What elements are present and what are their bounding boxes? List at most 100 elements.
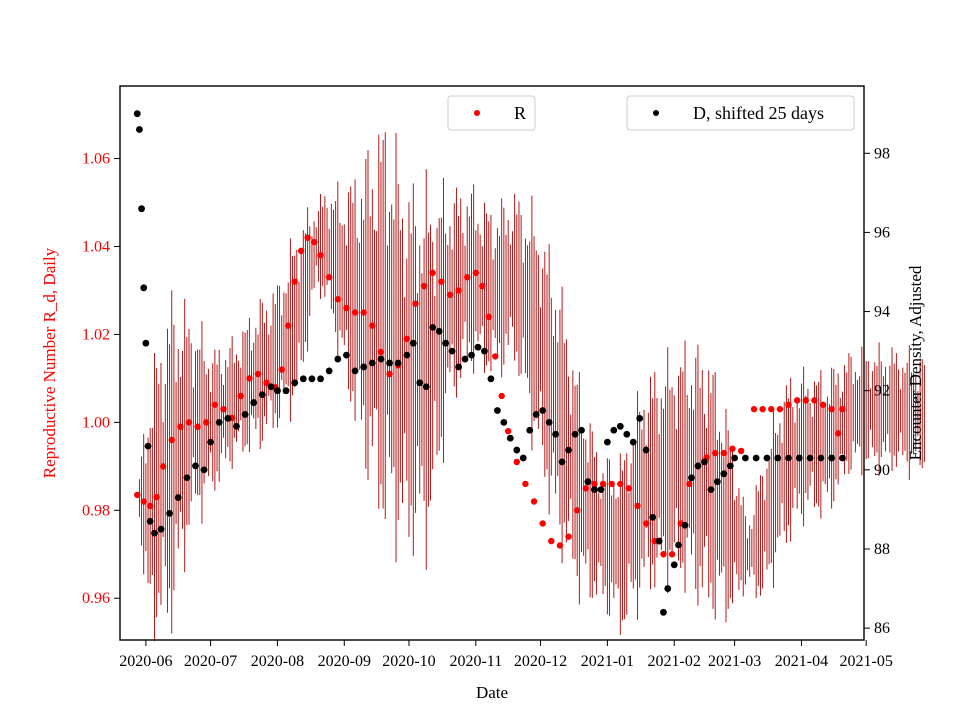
r-point bbox=[485, 313, 492, 321]
r-point bbox=[285, 322, 292, 329]
r-point bbox=[237, 392, 244, 400]
r-point bbox=[325, 274, 333, 281]
d-point bbox=[741, 454, 749, 462]
r-point bbox=[455, 287, 462, 294]
r-point bbox=[194, 423, 201, 430]
r-point bbox=[834, 430, 842, 437]
d-point bbox=[584, 478, 592, 486]
d-point bbox=[707, 486, 715, 494]
d-point bbox=[636, 415, 644, 422]
r-point bbox=[134, 491, 141, 499]
d-point bbox=[166, 509, 174, 517]
r-point bbox=[492, 353, 499, 360]
d-point bbox=[610, 426, 618, 434]
d-point bbox=[146, 517, 154, 525]
plot-frame bbox=[119, 85, 865, 641]
legend-r-marker bbox=[474, 110, 480, 116]
r-point bbox=[146, 502, 154, 510]
d-point bbox=[616, 422, 624, 430]
r-point bbox=[530, 498, 538, 505]
r-point bbox=[310, 238, 318, 246]
d-point bbox=[664, 585, 672, 592]
d-point bbox=[308, 375, 316, 383]
d-point bbox=[839, 454, 846, 462]
d-point bbox=[701, 458, 708, 466]
r-point bbox=[220, 405, 227, 413]
r-point bbox=[729, 445, 736, 452]
d-point bbox=[224, 415, 232, 422]
d-point bbox=[487, 375, 495, 383]
r-point bbox=[582, 485, 590, 492]
d-point bbox=[655, 537, 663, 545]
d-point bbox=[351, 367, 359, 375]
r-point bbox=[140, 498, 147, 505]
r-point bbox=[737, 447, 745, 455]
r-point bbox=[479, 282, 486, 290]
r-point bbox=[591, 480, 598, 488]
legend-d-marker bbox=[653, 110, 659, 116]
r-point bbox=[759, 405, 766, 413]
x-tick-label: 2020-09 bbox=[318, 653, 371, 670]
legend-d: D, shifted 25 days bbox=[626, 95, 855, 131]
r-point bbox=[522, 480, 529, 488]
d-point bbox=[215, 418, 223, 426]
d-point bbox=[174, 494, 182, 501]
r-point bbox=[634, 502, 641, 510]
r-point bbox=[617, 480, 624, 488]
r-point bbox=[351, 309, 359, 316]
d-point bbox=[519, 454, 527, 462]
r-point bbox=[498, 392, 505, 400]
d-point bbox=[795, 454, 803, 462]
r-point bbox=[360, 309, 367, 316]
x-tick-label: 2020-07 bbox=[184, 653, 237, 670]
d-point bbox=[806, 454, 814, 462]
r-point bbox=[660, 551, 667, 558]
d-point bbox=[274, 387, 281, 395]
r-point bbox=[153, 493, 160, 501]
r-point bbox=[608, 480, 615, 488]
d-point bbox=[258, 391, 266, 399]
r-point bbox=[211, 401, 219, 408]
d-point bbox=[623, 430, 631, 438]
r-point bbox=[429, 269, 436, 277]
d-point bbox=[591, 486, 598, 494]
x-tick-label: 2020-10 bbox=[382, 653, 435, 670]
d-point bbox=[571, 430, 579, 438]
r-point bbox=[750, 405, 758, 413]
r-point bbox=[343, 304, 350, 312]
d-point bbox=[828, 454, 836, 462]
r-point bbox=[177, 423, 184, 430]
d-point bbox=[597, 486, 605, 494]
d-point bbox=[694, 462, 702, 470]
d-point bbox=[422, 383, 430, 391]
d-point bbox=[474, 343, 482, 351]
r-point bbox=[573, 507, 581, 514]
r-point bbox=[377, 348, 385, 356]
d-point bbox=[675, 541, 682, 549]
d-point bbox=[713, 478, 721, 486]
legend-d-box bbox=[626, 95, 855, 131]
d-point bbox=[151, 529, 158, 537]
r-point bbox=[412, 300, 419, 307]
r-point bbox=[203, 419, 210, 426]
d-point bbox=[136, 126, 143, 133]
y-left-tick-label: 1.00 bbox=[82, 414, 110, 431]
y-left-tick-label: 1.04 bbox=[82, 238, 110, 255]
d-point bbox=[578, 426, 585, 434]
r-point bbox=[159, 463, 167, 470]
r-point bbox=[369, 322, 376, 329]
d-point bbox=[660, 608, 667, 616]
d-point bbox=[552, 430, 560, 438]
d-point bbox=[565, 446, 572, 454]
d-point bbox=[442, 339, 450, 347]
d-point bbox=[629, 438, 637, 446]
d-point bbox=[138, 205, 145, 213]
d-point bbox=[429, 323, 437, 331]
d-point bbox=[416, 379, 424, 387]
d-point bbox=[526, 426, 534, 434]
d-point bbox=[649, 513, 657, 521]
r-point bbox=[819, 401, 827, 408]
r-point bbox=[304, 234, 311, 241]
d-point bbox=[720, 470, 728, 478]
